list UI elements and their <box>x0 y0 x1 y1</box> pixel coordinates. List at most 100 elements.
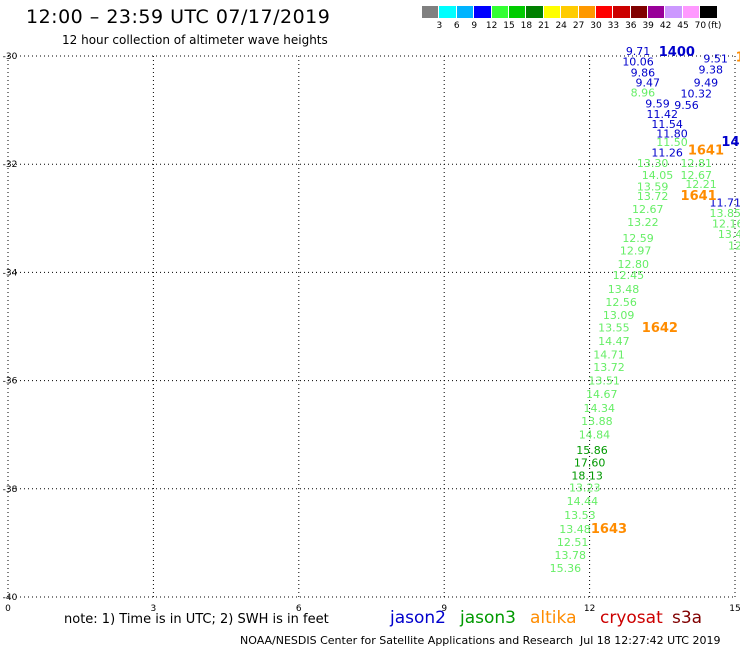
data-point-label: 13.09 <box>603 309 635 322</box>
data-point-label: 13.23 <box>569 482 601 495</box>
time-label: 140 <box>721 135 740 150</box>
data-point-label: 8.96 <box>631 87 656 100</box>
colorbar-swatch <box>422 6 440 18</box>
colorbar-label: 39 <box>642 21 654 31</box>
colorbar-labels: 3 6 9 12 15 18 21 24 27 30 33 36 39 42 45 70 <box>422 21 740 33</box>
data-point-label: 18.13 <box>571 470 603 483</box>
data-point-label: 12.16 <box>712 217 740 230</box>
colorbar-swatch <box>508 6 527 18</box>
colorbar <box>422 6 718 18</box>
data-point-label: 11.80 <box>656 128 688 141</box>
chart-subtitle: 12 hour collection of altimeter wave hei… <box>62 33 328 47</box>
colorbar-swatch <box>543 6 562 18</box>
colorbar-swatch <box>648 6 666 18</box>
legend-item-s3a: s3a <box>672 608 703 628</box>
data-point-label: 12.51 <box>557 536 589 549</box>
data-point-label: 13.55 <box>598 321 630 334</box>
data-point-label: 15.86 <box>576 444 608 457</box>
colorbar-swatch <box>595 6 614 18</box>
colorbar-label: 24 <box>555 21 567 31</box>
data-point-label: 13.22 <box>627 216 659 229</box>
data-point-label: 14.34 <box>584 402 616 415</box>
data-point-label: 13.48 <box>608 283 640 296</box>
data-point-label: 13.59 <box>637 181 669 194</box>
data-point-label: 12 <box>728 240 740 253</box>
colorbar-label: 21 <box>538 21 550 31</box>
footer-timestamp: Jul 18 12:27:42 UTC 2019 <box>580 634 721 647</box>
data-point-label: 12.67 <box>680 169 712 182</box>
data-point-label: 17.60 <box>574 457 606 470</box>
data-point-label: 9.38 <box>699 63 724 76</box>
y-tick-label: -30 <box>3 52 18 62</box>
data-point-label: 11.26 <box>651 147 683 160</box>
legend-item-jason2: jason2 <box>390 608 446 628</box>
x-tick-label: 9 <box>441 604 447 614</box>
data-point-label: 11.42 <box>647 108 679 121</box>
time-label: 16 <box>736 50 740 65</box>
colorbar-swatch <box>682 6 701 18</box>
colorbar-swatch <box>700 6 718 18</box>
y-tick-label: -38 <box>3 485 18 495</box>
x-tick-label: 3 <box>151 604 157 614</box>
data-point-label: 9.56 <box>674 99 699 112</box>
data-point-label: 12.21 <box>685 178 717 191</box>
data-point-label: 12.67 <box>632 203 664 216</box>
data-point-label: 13.30 <box>637 157 669 170</box>
colorbar-swatch <box>561 6 579 18</box>
legend-item-jason3: jason3 <box>460 608 516 628</box>
colorbar-label: 6 <box>453 21 460 31</box>
data-point-label: 12.81 <box>680 157 712 170</box>
colorbar-label: 36 <box>625 21 637 31</box>
colorbar-swatch <box>491 6 509 18</box>
time-label: 1643 <box>591 522 627 537</box>
data-point-label: 9.47 <box>636 76 661 89</box>
colorbar-swatch <box>578 6 596 18</box>
colorbar-label: 33 <box>607 21 620 31</box>
data-point-label: 11.71 <box>710 196 740 209</box>
data-point-label: 13.78 <box>554 549 586 562</box>
data-point-label: 14.05 <box>642 169 674 182</box>
data-point-label: 11.54 <box>651 118 683 131</box>
colorbar-swatch <box>613 6 631 18</box>
data-point-label: 9.51 <box>703 52 728 65</box>
data-point-label: 14.44 <box>567 495 599 508</box>
colorbar-label: 3 <box>436 21 443 31</box>
data-point-label: 12.56 <box>605 296 637 309</box>
data-point-label: 13.72 <box>593 361 625 374</box>
data-point-label: 12.97 <box>620 245 652 258</box>
colorbar-swatch <box>474 6 492 18</box>
data-point-label: 13.48 <box>559 523 591 536</box>
time-label: 1642 <box>642 321 678 336</box>
data-point-label: 13.53 <box>564 509 596 522</box>
y-tick-label: -34 <box>3 268 18 278</box>
colorbar-label: 15 <box>503 21 515 31</box>
colorbar-unit: (ft) <box>707 21 722 31</box>
colorbar-swatch <box>526 6 544 18</box>
data-point-label: 9.86 <box>631 67 656 80</box>
data-point-label: 12.80 <box>617 258 649 271</box>
data-point-label: 9.49 <box>694 76 719 89</box>
data-point-label: 13.51 <box>588 374 620 387</box>
note-text: note: 1) Time is in UTC; 2) SWH is in fe… <box>64 612 329 627</box>
chart-title: 12:00 – 23:59 UTC 07/17/2019 <box>26 6 331 28</box>
colorbar-swatch <box>630 6 649 18</box>
colorbar-label: 27 <box>572 21 585 31</box>
data-point-label: 13.85 <box>710 207 740 220</box>
data-point-label: 10.06 <box>622 56 654 69</box>
data-point-label: 11.50 <box>656 136 688 149</box>
colorbar-label: 45 <box>677 21 689 31</box>
data-point-label: 9.71 <box>626 45 651 58</box>
legend-item-cryosat: cryosat <box>600 608 663 628</box>
x-tick-label: 15 <box>729 604 740 614</box>
y-tick-label: -32 <box>3 160 18 170</box>
colorbar-swatch <box>456 6 475 18</box>
data-point-label: 13.72 <box>637 190 669 203</box>
colorbar-swatch <box>665 6 683 18</box>
x-tick-label: 0 <box>5 604 11 614</box>
colorbar-label: 70 <box>694 21 707 31</box>
data-point-label: 15.36 <box>550 562 582 575</box>
y-tick-label: -40 <box>3 593 18 603</box>
colorbar-swatch <box>439 6 457 18</box>
data-point-label: 14.67 <box>586 388 618 401</box>
